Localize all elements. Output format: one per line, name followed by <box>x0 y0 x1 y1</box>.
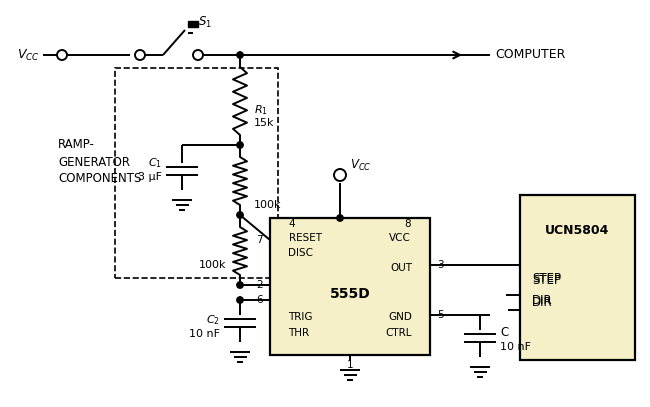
Text: DIR: DIR <box>532 293 552 306</box>
Text: TRIG: TRIG <box>288 312 313 322</box>
Circle shape <box>337 215 343 221</box>
Text: RAMP-: RAMP- <box>58 138 95 151</box>
Circle shape <box>237 52 243 58</box>
Text: 100k: 100k <box>198 260 226 270</box>
Circle shape <box>237 212 243 218</box>
Text: 4: 4 <box>289 219 295 229</box>
Text: 555D: 555D <box>330 287 370 302</box>
Text: UCN5804: UCN5804 <box>545 223 610 236</box>
Text: 10 nF: 10 nF <box>189 329 220 339</box>
Text: $S_1$: $S_1$ <box>198 15 212 30</box>
Text: 5: 5 <box>437 310 443 320</box>
Bar <box>520 195 635 360</box>
Text: 100k: 100k <box>254 200 281 210</box>
Text: 7: 7 <box>256 235 263 245</box>
Text: $R_1$: $R_1$ <box>254 103 268 117</box>
Text: 15k: 15k <box>254 118 274 128</box>
Text: CTRL: CTRL <box>385 328 412 338</box>
Text: COMPUTER: COMPUTER <box>495 48 566 61</box>
Text: VCC: VCC <box>389 233 411 243</box>
Text: THR: THR <box>288 328 309 338</box>
Text: 3 µF: 3 µF <box>138 172 162 182</box>
Text: 1: 1 <box>346 360 354 370</box>
Text: GND: GND <box>388 312 412 322</box>
Text: $C_2$: $C_2$ <box>206 313 220 327</box>
Text: 6: 6 <box>256 295 263 305</box>
Text: 3: 3 <box>437 260 443 270</box>
Text: COMPONENTS: COMPONENTS <box>58 173 142 186</box>
Text: DISC: DISC <box>288 248 313 258</box>
Bar <box>270 218 430 355</box>
Text: $C_1$: $C_1$ <box>148 156 162 170</box>
Text: C: C <box>500 326 508 339</box>
Circle shape <box>237 297 243 303</box>
Text: 10 nF: 10 nF <box>500 342 531 352</box>
Text: GENERATOR: GENERATOR <box>58 155 130 168</box>
Text: DIR: DIR <box>532 297 552 309</box>
Text: STEP: STEP <box>532 271 561 284</box>
Circle shape <box>237 282 243 288</box>
Text: $V_{CC}$: $V_{CC}$ <box>350 158 372 173</box>
Circle shape <box>237 142 243 148</box>
Text: OUT: OUT <box>390 263 412 273</box>
Text: 2: 2 <box>256 280 263 290</box>
Bar <box>115 68 278 278</box>
Text: RESET: RESET <box>289 233 322 243</box>
Text: 8: 8 <box>405 219 411 229</box>
Text: $V_{CC}$: $V_{CC}$ <box>17 48 40 63</box>
Text: STEP: STEP <box>532 274 561 287</box>
Bar <box>188 21 198 27</box>
